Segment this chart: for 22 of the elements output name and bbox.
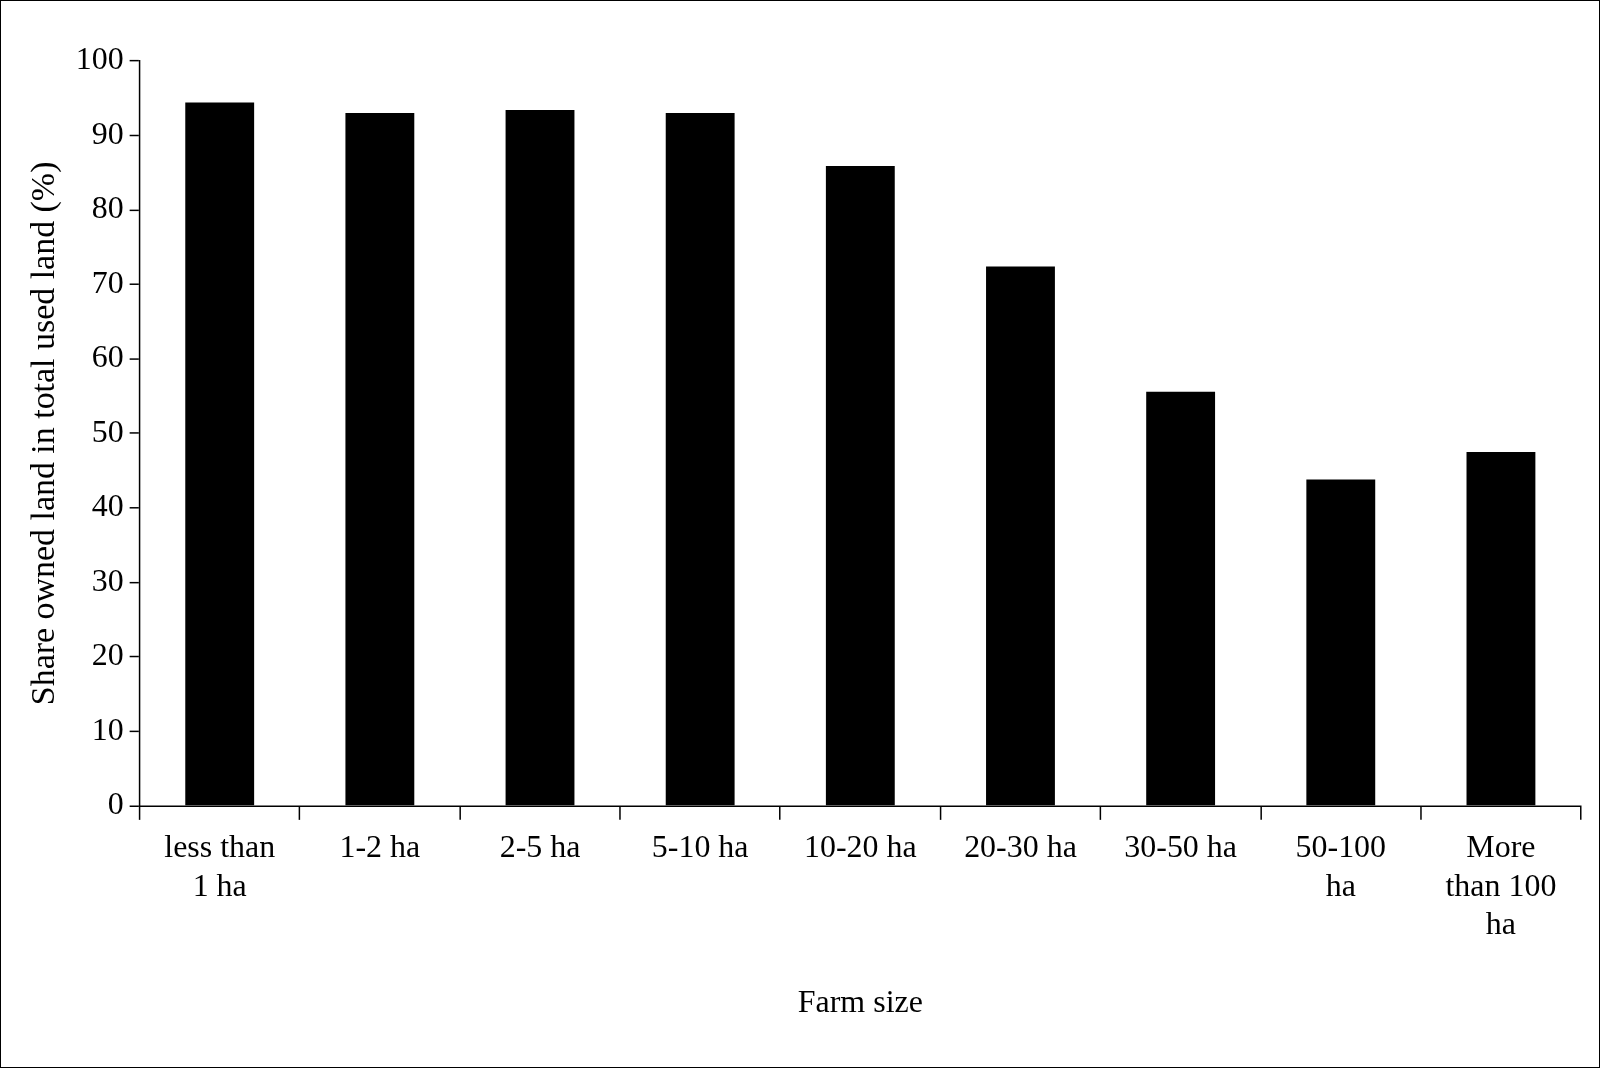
y-tick-label: 40 (91, 488, 124, 524)
x-tick-label: 5-10 ha (651, 829, 749, 865)
x-tick-label: less than 1 ha (164, 829, 276, 903)
x-axis-title: Farm size (797, 984, 923, 1020)
x-tick-label: 50-100 ha (1295, 829, 1387, 903)
x-tick-label: 20-30 ha (964, 829, 1077, 865)
y-tick-label: 0 (107, 786, 124, 822)
y-axis-title: Share owned land in total used land (%) (24, 161, 63, 706)
y-tick-label: 100 (75, 41, 124, 77)
y-tick-label: 30 (91, 562, 124, 598)
y-tick-label: 60 (91, 339, 124, 375)
y-tick-label: 80 (91, 190, 124, 226)
y-tick-label: 90 (91, 115, 124, 151)
y-tick-label: 20 (91, 637, 124, 673)
x-tick-label: 2-5 ha (499, 829, 581, 865)
x-tick-label: 1-2 ha (339, 829, 421, 865)
y-tick-label: 70 (91, 264, 124, 300)
y-tick-label: 10 (91, 711, 124, 747)
y-tick-label: 50 (91, 413, 124, 449)
x-tick-label: 10-20 ha (803, 829, 917, 865)
x-tick-label: 30-50 ha (1124, 829, 1237, 865)
x-tick-label: More than 100 ha (1445, 829, 1557, 942)
